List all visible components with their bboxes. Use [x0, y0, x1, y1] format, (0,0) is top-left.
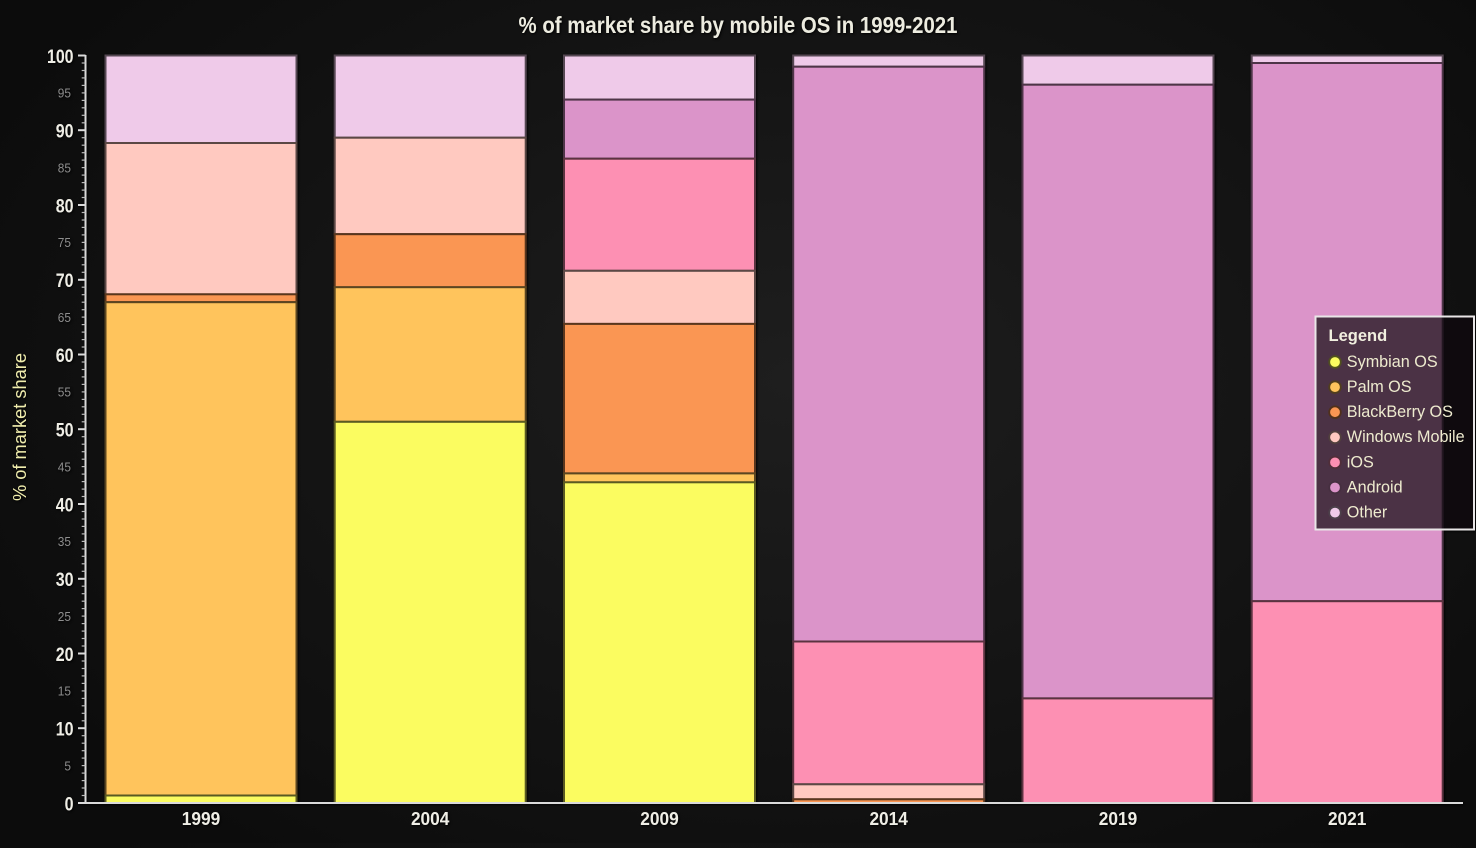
svg-text:% of market share: % of market share [9, 353, 30, 501]
svg-text:1999: 1999 [182, 809, 221, 829]
svg-text:2009: 2009 [640, 809, 679, 829]
svg-text:Windows Mobile: Windows Mobile [1347, 428, 1465, 446]
svg-text:75: 75 [58, 235, 71, 250]
svg-text:20: 20 [56, 645, 74, 666]
svg-text:100: 100 [47, 47, 74, 68]
svg-text:% of market share by mobile OS: % of market share by mobile OS in 1999-2… [519, 12, 958, 38]
svg-text:40: 40 [56, 495, 74, 516]
svg-text:BlackBerry OS: BlackBerry OS [1347, 403, 1453, 421]
svg-text:10: 10 [56, 720, 74, 741]
svg-text:70: 70 [56, 271, 74, 292]
svg-text:80: 80 [56, 196, 74, 217]
svg-text:50: 50 [56, 421, 74, 442]
svg-text:iOS: iOS [1347, 453, 1374, 471]
svg-text:85: 85 [58, 160, 71, 175]
svg-text:55: 55 [58, 385, 71, 400]
svg-text:45: 45 [58, 459, 71, 474]
svg-text:Symbian OS: Symbian OS [1347, 353, 1438, 371]
svg-text:Palm OS: Palm OS [1347, 378, 1412, 396]
svg-text:2014: 2014 [869, 809, 908, 829]
svg-text:25: 25 [58, 609, 71, 624]
svg-text:35: 35 [58, 534, 71, 549]
svg-text:15: 15 [58, 684, 71, 699]
svg-text:2004: 2004 [411, 809, 450, 829]
svg-text:90: 90 [56, 122, 74, 143]
svg-text:Android: Android [1347, 478, 1403, 496]
svg-text:60: 60 [56, 346, 74, 367]
svg-text:0: 0 [65, 794, 74, 815]
svg-text:2019: 2019 [1099, 809, 1138, 829]
svg-text:30: 30 [56, 570, 74, 591]
svg-text:5: 5 [64, 758, 71, 773]
svg-text:65: 65 [58, 310, 71, 325]
svg-text:Legend: Legend [1329, 327, 1388, 345]
svg-text:Other: Other [1347, 504, 1388, 522]
svg-text:2021: 2021 [1328, 809, 1367, 829]
svg-text:95: 95 [58, 86, 71, 101]
